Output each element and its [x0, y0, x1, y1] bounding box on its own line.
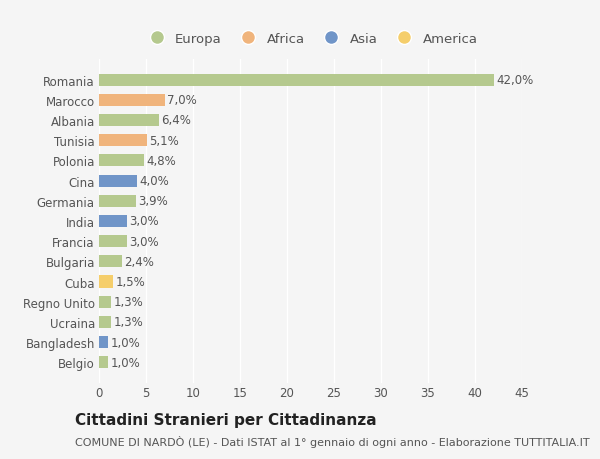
Text: 3,0%: 3,0%	[130, 235, 159, 248]
Bar	[99, 296, 111, 308]
Bar	[99, 336, 109, 348]
Bar	[99, 175, 137, 187]
Text: 1,0%: 1,0%	[111, 356, 140, 369]
Text: 1,0%: 1,0%	[111, 336, 140, 349]
Text: 1,3%: 1,3%	[113, 296, 143, 308]
Text: 2,4%: 2,4%	[124, 255, 154, 268]
Text: 7,0%: 7,0%	[167, 94, 197, 107]
Text: 5,1%: 5,1%	[149, 134, 179, 147]
Bar	[99, 316, 111, 328]
Text: 4,0%: 4,0%	[139, 175, 169, 188]
Text: 6,4%: 6,4%	[161, 114, 191, 127]
Text: 1,3%: 1,3%	[113, 316, 143, 329]
Bar	[99, 115, 159, 127]
Bar	[99, 276, 113, 288]
Bar	[99, 357, 109, 369]
Bar	[99, 135, 147, 147]
Text: 3,0%: 3,0%	[130, 215, 159, 228]
Bar	[99, 155, 144, 167]
Bar	[99, 215, 127, 228]
Bar	[99, 195, 136, 207]
Text: COMUNE DI NARDÒ (LE) - Dati ISTAT al 1° gennaio di ogni anno - Elaborazione TUTT: COMUNE DI NARDÒ (LE) - Dati ISTAT al 1° …	[75, 435, 590, 447]
Legend: Europa, Africa, Asia, America: Europa, Africa, Asia, America	[138, 28, 483, 51]
Text: 3,9%: 3,9%	[138, 195, 168, 208]
Bar	[99, 256, 122, 268]
Text: 1,5%: 1,5%	[115, 275, 145, 288]
Text: 4,8%: 4,8%	[146, 155, 176, 168]
Text: Cittadini Stranieri per Cittadinanza: Cittadini Stranieri per Cittadinanza	[75, 413, 377, 428]
Bar	[99, 74, 494, 86]
Bar	[99, 95, 165, 106]
Bar	[99, 235, 127, 248]
Text: 42,0%: 42,0%	[496, 74, 533, 87]
